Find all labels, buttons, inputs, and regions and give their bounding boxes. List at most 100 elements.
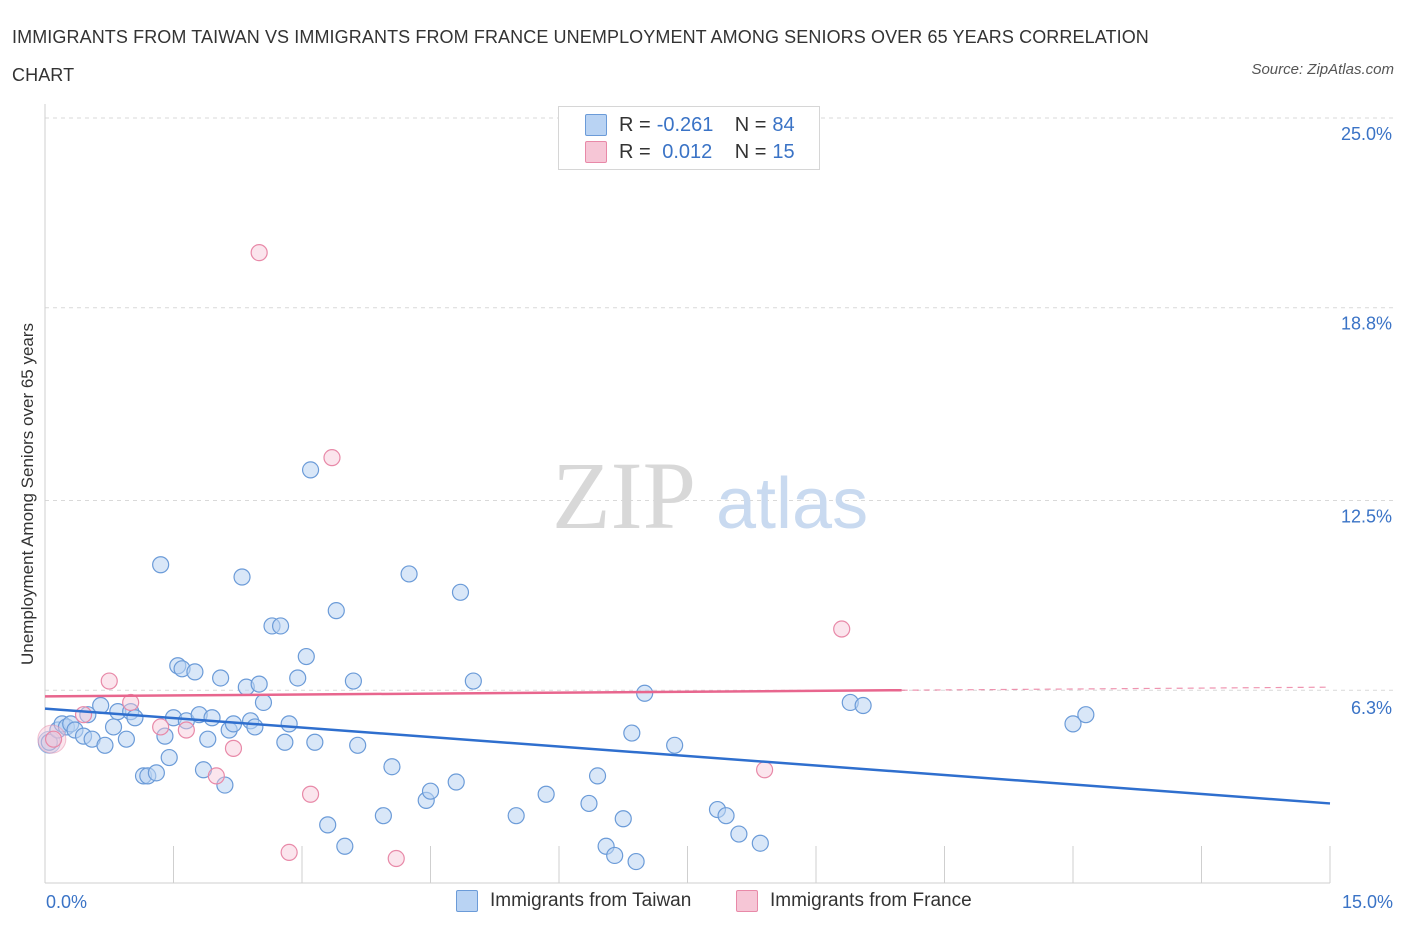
taiwan-point: [297, 647, 315, 666]
france-point: [387, 849, 405, 868]
france-point: [122, 693, 140, 712]
axes-layer: [44, 104, 1331, 884]
y-tick-label: 18.8%: [1341, 314, 1392, 334]
taiwan-point: [421, 782, 440, 800]
taiwan-point: [276, 733, 294, 751]
france-swatch: [585, 141, 607, 163]
taiwan-point: [96, 736, 114, 754]
france-point: [755, 761, 774, 779]
france-cluster-point: [37, 724, 67, 754]
taiwan-point: [254, 693, 273, 712]
france-legend-label: Immigrants from France: [770, 890, 972, 911]
taiwan-point: [537, 785, 555, 803]
taiwan-point: [627, 852, 645, 871]
taiwan-point: [212, 669, 230, 687]
taiwan-point: [152, 556, 170, 574]
taiwan-point: [614, 810, 632, 828]
tick-labels: 25.0% 18.8% 12.5% 6.3% 0.0% 15.0%: [46, 124, 1393, 912]
taiwan-point: [280, 715, 298, 733]
n-label: N =: [734, 140, 767, 163]
taiwan-point: [507, 807, 525, 825]
taiwan-point: [344, 672, 362, 690]
r-value-taiwan: -0.261: [656, 113, 714, 136]
taiwan-point: [233, 568, 251, 586]
taiwan-point: [623, 724, 641, 742]
taiwan-point: [156, 727, 174, 745]
france-point: [207, 767, 225, 785]
france-trend-extension: [901, 686, 1331, 691]
france-point: [100, 672, 118, 690]
grid-layer: [45, 117, 1394, 691]
taiwan-point: [383, 758, 401, 776]
legend-item-france: Immigrants from France: [736, 890, 972, 912]
france-point: [177, 721, 195, 739]
x-tick-label-max: 15.0%: [1342, 892, 1393, 912]
watermark-atlas: atlas: [716, 464, 868, 544]
taiwan-point: [126, 709, 144, 727]
chart-source: Source: ZipAtlas.com: [1251, 61, 1394, 78]
taiwan-point: [374, 807, 392, 825]
taiwan-points: [37, 461, 1095, 871]
france-point: [280, 843, 298, 862]
taiwan-point: [160, 748, 178, 767]
taiwan-point: [854, 696, 872, 715]
r-label: R =: [619, 140, 651, 163]
n-value-france: 15: [772, 140, 795, 163]
r-label: R =: [619, 113, 651, 136]
r-value-france: 0.012: [656, 140, 713, 163]
taiwan-point: [271, 617, 290, 635]
taiwan-point: [1077, 706, 1095, 724]
france-trend-line: [44, 688, 902, 698]
y-tick-label: 12.5%: [1341, 507, 1392, 527]
france-point: [323, 449, 341, 467]
taiwan-point: [306, 733, 324, 751]
taiwan-point: [327, 602, 345, 620]
x-tick-label-min: 0.0%: [46, 892, 87, 912]
taiwan-point: [186, 663, 204, 681]
trend-lines: [44, 686, 1331, 805]
taiwan-point: [349, 736, 367, 754]
taiwan-point: [336, 837, 354, 855]
taiwan-point: [250, 675, 268, 693]
taiwan-point: [203, 709, 221, 727]
france-legend-swatch: [736, 890, 758, 912]
france-point: [301, 785, 320, 803]
taiwan-swatch: [585, 114, 607, 136]
y-tick-label: 25.0%: [1341, 124, 1392, 144]
taiwan-point: [730, 825, 748, 843]
france-point: [74, 706, 93, 724]
taiwan-point: [246, 718, 264, 736]
series-legend: Immigrants from Taiwan Immigrants from F…: [0, 888, 1406, 916]
france-point: [44, 730, 63, 748]
taiwan-point: [1064, 715, 1082, 733]
chart-title: IMMIGRANTS FROM TAIWAN VS IMMIGRANTS FRO…: [12, 27, 1149, 85]
taiwan-point: [464, 672, 482, 690]
taiwan-point: [104, 718, 123, 736]
france-point: [224, 739, 243, 757]
taiwan-legend-swatch: [456, 890, 478, 912]
taiwan-trend-line: [44, 707, 1331, 805]
watermark: ZIP atlas: [552, 442, 868, 549]
france-point: [152, 718, 170, 736]
taiwan-point: [400, 565, 418, 583]
watermark-zip: ZIP: [552, 442, 696, 549]
france-points: [37, 244, 851, 868]
taiwan-point: [606, 846, 624, 865]
taiwan-point: [580, 794, 598, 813]
taiwan-point: [751, 834, 769, 852]
france-point: [833, 620, 851, 638]
legend-row-taiwan: R = -0.261 N = 84: [585, 112, 795, 138]
n-value-taiwan: 84: [772, 113, 795, 136]
taiwan-point: [117, 730, 135, 748]
n-label: N =: [734, 113, 767, 136]
taiwan-legend-label: Immigrants from Taiwan: [490, 890, 692, 911]
taiwan-point: [301, 461, 320, 479]
taiwan-point: [216, 776, 234, 794]
taiwan-point: [588, 767, 607, 785]
taiwan-point: [319, 816, 337, 834]
taiwan-point: [666, 736, 684, 754]
correlation-legend: R = -0.261 N = 84 R = 0.012 N = 15: [558, 106, 820, 170]
taiwan-point: [147, 764, 165, 782]
taiwan-point: [451, 583, 470, 601]
